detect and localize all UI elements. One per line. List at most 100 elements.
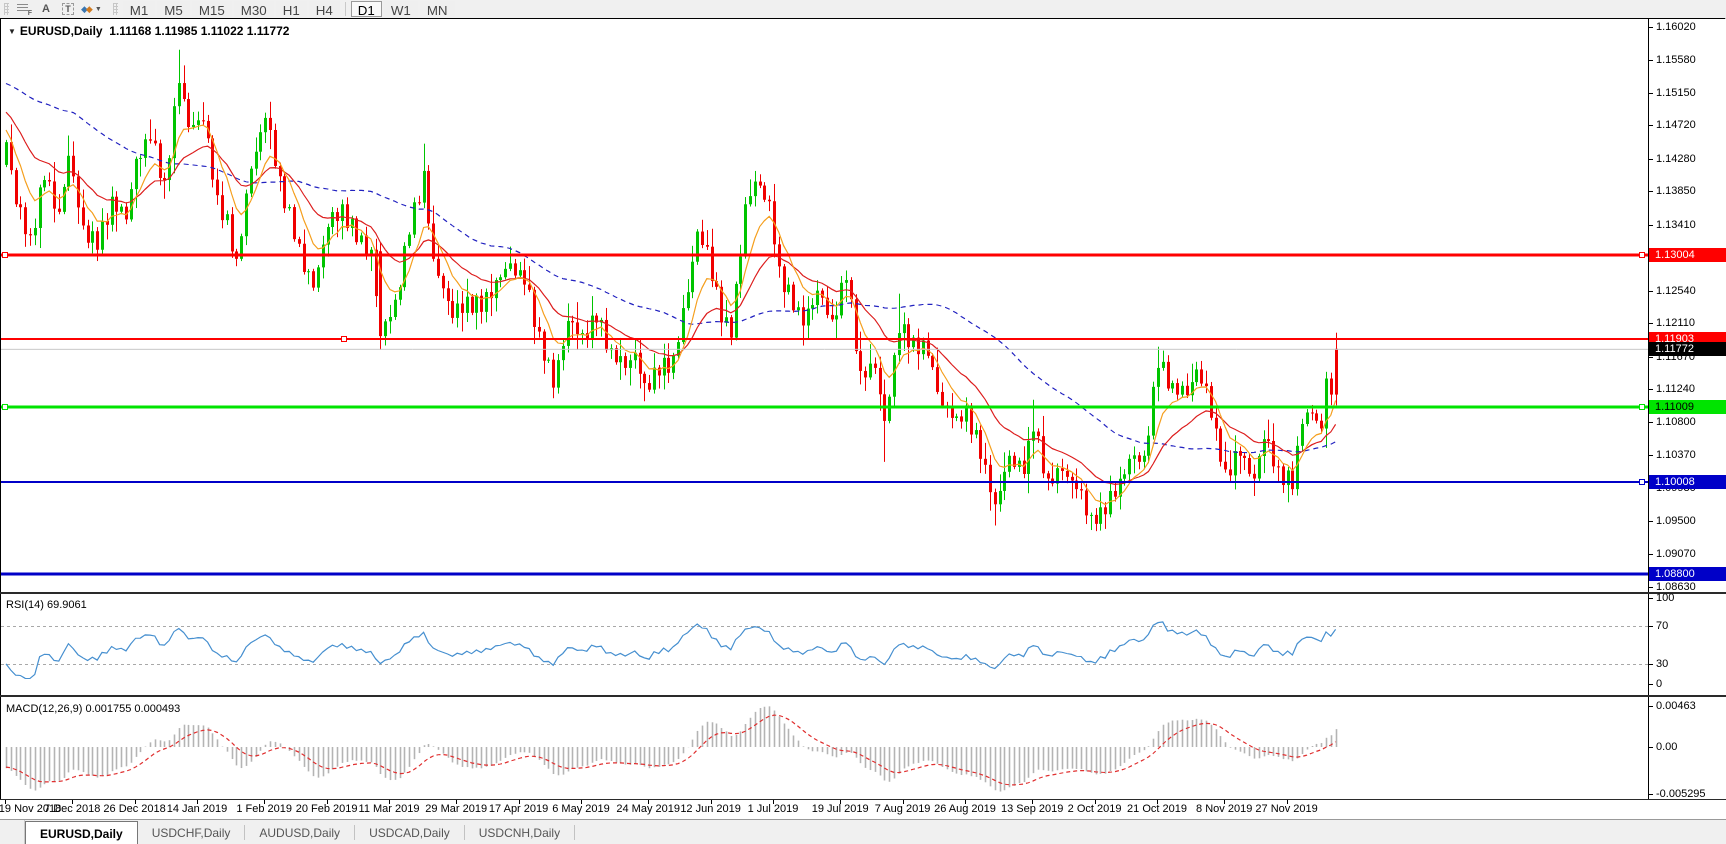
- symbol-label: EURUSD,Daily: [19, 24, 103, 38]
- time-tick-mark: [965, 800, 966, 804]
- time-tick-mark: [1095, 800, 1096, 804]
- price-tick-mark: [1648, 225, 1653, 226]
- tab-separator: [354, 825, 356, 840]
- tab-audusd[interactable]: AUDUSD,Daily: [259, 825, 341, 840]
- price-tick-mark: [1648, 191, 1653, 192]
- main-chart-canvas[interactable]: [1, 18, 1648, 592]
- price-tick-label: 1.13850: [1656, 185, 1696, 198]
- macd-canvas[interactable]: [1, 697, 1648, 799]
- list-f-icon[interactable]: F: [13, 1, 35, 17]
- tab-separator: [244, 825, 246, 840]
- price-axis-border: [1648, 18, 1649, 800]
- timeframe-button-m15[interactable]: M15: [191, 1, 232, 18]
- pane-divider[interactable]: [0, 695, 1726, 697]
- chevron-down-icon[interactable]: ▼: [8, 27, 16, 36]
- tab-usdcad[interactable]: USDCAD,Daily: [369, 825, 450, 840]
- time-tick-mark: [648, 800, 649, 804]
- objects-icon[interactable]: ◆ ◆ ▼: [79, 1, 104, 17]
- timeframe-button-m1[interactable]: M1: [122, 1, 156, 18]
- time-tick-label: 19 Nov 2018: [0, 803, 62, 815]
- timeframe-button-w1[interactable]: W1: [383, 1, 418, 18]
- price-tick-label: 1.14280: [1656, 152, 1696, 165]
- time-tick-mark: [1224, 800, 1225, 804]
- price-tick-label: 1.12110: [1656, 317, 1695, 330]
- time-tick-label: 11 Mar 2019: [358, 803, 420, 815]
- time-tick-label: 21 Oct 2019: [1127, 803, 1187, 815]
- price-tick-mark: [1648, 357, 1653, 358]
- time-tick-label: 7 Dec 2018: [44, 803, 101, 815]
- price-tick-mark: [1648, 521, 1653, 522]
- time-tick-mark: [519, 800, 520, 804]
- chart-tabbar: EURUSD,Daily USDCHF,Daily AUDUSD,Daily U…: [0, 819, 1726, 844]
- hline-price-label: 1.11009: [1649, 399, 1726, 414]
- rsi-tick-mark: [1648, 684, 1653, 685]
- rsi-canvas[interactable]: [1, 594, 1648, 695]
- time-tick-label: 2 Oct 2019: [1067, 803, 1122, 815]
- pane-divider: [0, 799, 1726, 800]
- toolbar-grip[interactable]: [3, 2, 10, 16]
- time-tick-label: 24 May 2019: [616, 803, 680, 815]
- time-tick-mark: [5, 800, 6, 804]
- rsi-tick-mark: [1648, 626, 1653, 627]
- price-tick-mark: [1648, 93, 1653, 94]
- price-tick-label: 1.12540: [1656, 284, 1696, 297]
- chart-left-border: [0, 18, 1, 800]
- price-tick-label: 1.09070: [1656, 547, 1696, 560]
- time-tick-label: 26 Dec 2018: [103, 803, 166, 815]
- time-tick-mark: [197, 800, 198, 804]
- macd-tick-mark: [1648, 794, 1653, 795]
- time-tick-mark: [903, 800, 904, 804]
- toolbar-grip[interactable]: [111, 2, 119, 16]
- time-tick-mark: [327, 800, 328, 804]
- hline-price-label: 1.08800: [1649, 566, 1726, 581]
- macd-tick-label: -0.005295: [1656, 787, 1706, 800]
- time-tick-mark: [456, 800, 457, 804]
- text-label-icon[interactable]: T: [57, 1, 79, 17]
- pane-divider[interactable]: [0, 592, 1726, 594]
- price-tick-mark: [1648, 291, 1653, 292]
- timeframe-button-m5[interactable]: M5: [157, 1, 190, 18]
- rsi-label: RSI(14) 69.9061: [6, 599, 87, 611]
- time-tick-mark: [72, 800, 73, 804]
- time-tick-label: 14 Jan 2019: [166, 803, 228, 815]
- time-tick-label: 1 Jul 2019: [747, 803, 799, 815]
- chevron-down-icon: ▼: [94, 5, 102, 13]
- timeframe-button-m30[interactable]: M30: [233, 1, 274, 18]
- time-tick-mark: [1032, 800, 1033, 804]
- macd-label: MACD(12,26,9) 0.001755 0.000493: [6, 703, 181, 715]
- time-tick-mark: [389, 800, 390, 804]
- tab-usdchf[interactable]: USDCHF,Daily: [151, 825, 231, 840]
- timeframe-button-h4[interactable]: H4: [308, 1, 340, 18]
- price-tick-mark: [1648, 60, 1653, 61]
- time-tick-mark: [1287, 800, 1288, 804]
- time-tick-label: 19 Jul 2019: [811, 803, 869, 815]
- price-tick-mark: [1648, 587, 1653, 588]
- rsi-tick-label: 0: [1656, 677, 1663, 690]
- timeframe-button-h1[interactable]: H1: [275, 1, 307, 18]
- macd-tick-mark: [1648, 747, 1653, 748]
- price-tick-mark: [1648, 455, 1653, 456]
- price-tick-label: 1.08630: [1656, 580, 1696, 593]
- tabbar-stub: [0, 820, 25, 844]
- price-tick-mark: [1648, 125, 1653, 126]
- time-tick-label: 1 Feb 2019: [236, 803, 293, 815]
- rsi-tick-label: 70: [1656, 620, 1669, 632]
- price-tick-mark: [1648, 554, 1653, 555]
- time-tick-mark: [840, 800, 841, 804]
- timeframe-button-d1[interactable]: D1: [350, 1, 382, 18]
- time-tick-mark: [264, 800, 265, 804]
- rsi-tick-label: 100: [1656, 591, 1675, 604]
- hline-price-label: 1.13004: [1649, 248, 1726, 263]
- price-tick-label: 1.14720: [1656, 119, 1696, 132]
- tab-usdcnh[interactable]: USDCNH,Daily: [478, 825, 561, 840]
- tab-separator: [574, 825, 576, 840]
- time-tick-label: 13 Sep 2019: [1000, 803, 1064, 815]
- timeframe-button-mn[interactable]: MN: [419, 1, 455, 18]
- text-a-icon[interactable]: A: [42, 3, 50, 15]
- price-tick-label: 1.10370: [1656, 449, 1696, 462]
- price-tick-label: 1.11240: [1656, 383, 1695, 396]
- macd-tick-label: 0.00: [1656, 741, 1678, 753]
- rsi-tick-mark: [1648, 664, 1653, 665]
- rsi-tick-label: 30: [1656, 658, 1669, 670]
- tab-eurusd[interactable]: EURUSD,Daily: [25, 821, 138, 844]
